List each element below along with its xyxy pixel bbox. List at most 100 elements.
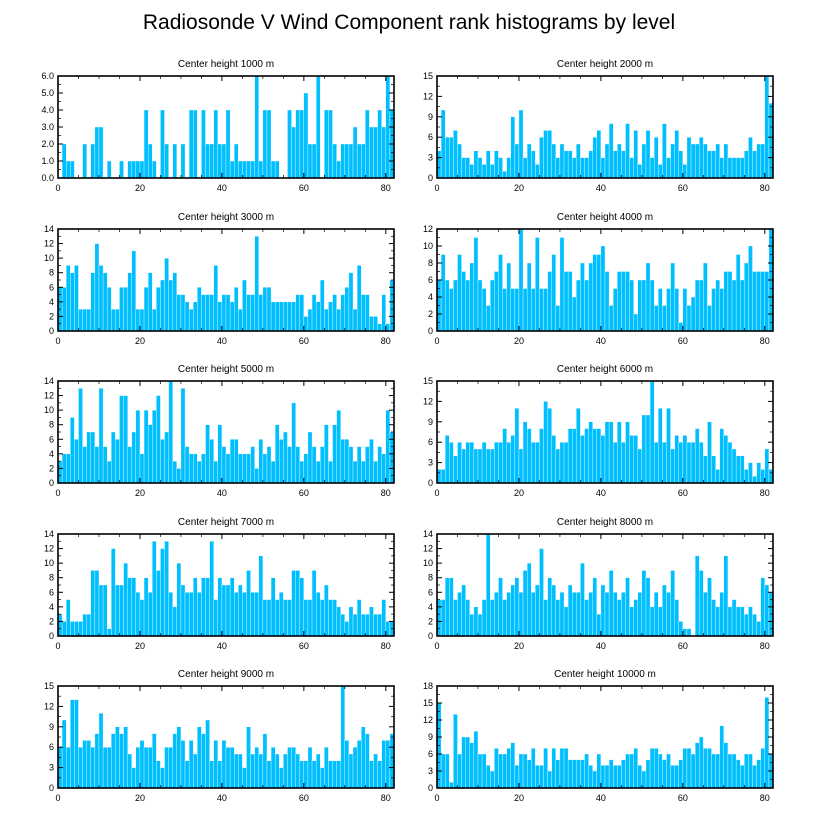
bar xyxy=(221,143,227,179)
bar xyxy=(453,130,458,179)
bar xyxy=(526,562,532,637)
bar xyxy=(686,748,692,789)
bar xyxy=(629,435,634,484)
bar xyxy=(440,599,446,637)
bar xyxy=(637,592,643,637)
y-tick-label: 8 xyxy=(49,420,54,430)
bar xyxy=(473,237,479,332)
bar xyxy=(514,288,520,332)
bar xyxy=(485,765,491,789)
bar xyxy=(457,442,462,484)
x-tick-label: 80 xyxy=(381,183,391,193)
bar xyxy=(645,130,651,179)
plot-frame xyxy=(436,533,774,637)
bar xyxy=(365,733,370,789)
bar xyxy=(82,143,87,179)
bar xyxy=(291,402,296,484)
bar xyxy=(764,448,770,484)
bar xyxy=(469,442,475,484)
bar xyxy=(238,453,243,484)
bar xyxy=(131,160,137,179)
bar xyxy=(279,301,284,332)
bar xyxy=(461,157,466,179)
bar xyxy=(559,592,565,637)
bar xyxy=(373,753,378,789)
bar xyxy=(115,584,120,637)
y-tick-label: 3.0 xyxy=(41,122,54,132)
bar xyxy=(715,143,720,179)
bar xyxy=(727,606,733,637)
bar xyxy=(66,747,71,789)
bar xyxy=(621,150,626,179)
histogram-panel-2: Center height 2000 m 0 20 40 60 80 0 3 6 9 12 15 xyxy=(423,59,774,193)
x-tick-label: 40 xyxy=(596,641,606,651)
y-tick-label: 2 xyxy=(428,309,433,319)
bar xyxy=(567,428,573,484)
panel-title: Center height 5000 m xyxy=(178,364,274,375)
bar xyxy=(78,621,83,637)
y-tick-label: 0 xyxy=(428,783,433,793)
bar xyxy=(674,130,679,179)
bar xyxy=(152,308,157,332)
bar xyxy=(596,254,602,332)
y-tick-label: 2 xyxy=(49,311,54,321)
x-tick-label: 0 xyxy=(434,336,439,346)
x-tick-label: 20 xyxy=(135,336,145,346)
bar xyxy=(274,424,280,484)
bar xyxy=(213,109,218,179)
bar xyxy=(686,628,692,637)
bar xyxy=(225,109,231,179)
bar xyxy=(567,150,573,179)
bar xyxy=(287,446,292,484)
bar xyxy=(156,760,161,789)
bar xyxy=(563,442,569,484)
bar xyxy=(526,759,532,789)
bar xyxy=(731,599,737,637)
bar xyxy=(115,439,120,484)
bar xyxy=(184,301,190,332)
bar xyxy=(756,759,761,789)
bar xyxy=(66,265,71,332)
bar xyxy=(66,453,71,484)
bar xyxy=(592,254,597,332)
bar xyxy=(666,592,671,637)
bar xyxy=(348,446,354,484)
bar xyxy=(291,301,296,332)
bar xyxy=(547,271,552,332)
bar xyxy=(543,130,548,179)
bar xyxy=(596,753,602,789)
bar xyxy=(332,143,337,179)
bar xyxy=(119,287,124,332)
bar xyxy=(270,747,276,789)
plot-frame xyxy=(436,685,774,789)
bar xyxy=(629,753,634,789)
bar xyxy=(287,301,292,332)
bar xyxy=(340,613,346,637)
y-tick-label: 6 xyxy=(49,587,54,597)
bar xyxy=(328,599,333,637)
x-tick-label: 0 xyxy=(55,641,60,651)
bar xyxy=(514,408,520,484)
bar xyxy=(361,726,366,789)
bar xyxy=(356,265,362,332)
bar xyxy=(356,446,362,484)
bar xyxy=(250,294,255,332)
bar xyxy=(727,271,733,332)
bar xyxy=(193,577,198,637)
y-tick-label: 6.0 xyxy=(41,71,54,81)
bar xyxy=(613,592,618,637)
bar xyxy=(283,431,288,484)
bar xyxy=(90,747,96,789)
x-tick-label: 80 xyxy=(381,793,391,803)
panel-title: Center height 7000 m xyxy=(178,517,274,528)
bar xyxy=(686,305,692,332)
bar xyxy=(506,262,511,332)
x-tick-label: 40 xyxy=(596,488,606,498)
y-tick-label: 9 xyxy=(428,417,433,427)
bar xyxy=(477,753,483,789)
bar xyxy=(461,448,466,484)
bar xyxy=(287,747,292,789)
bar xyxy=(356,740,362,789)
bar-series xyxy=(57,236,395,332)
x-tick-label: 60 xyxy=(678,183,688,193)
